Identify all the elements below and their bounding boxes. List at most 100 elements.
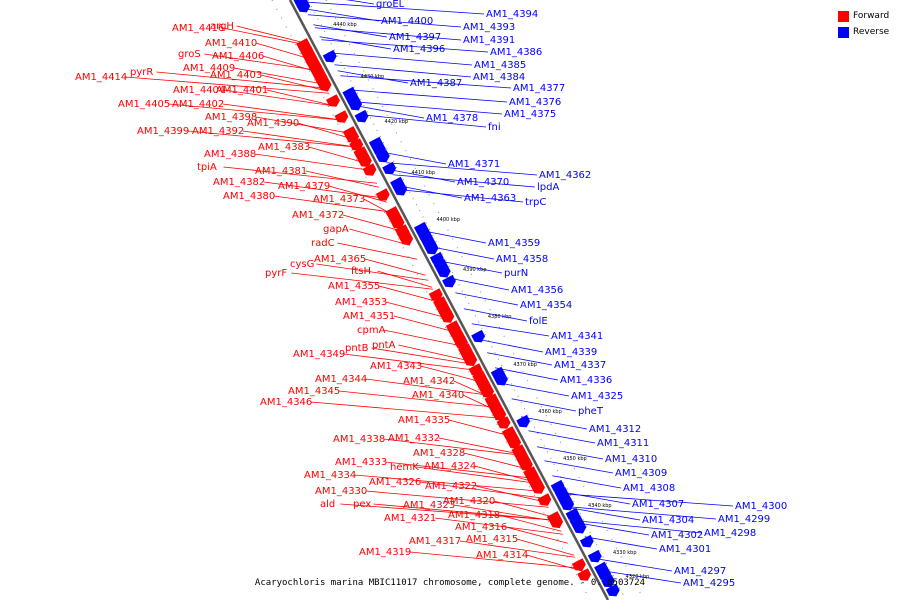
reverse-gene-label: AM1_4385	[474, 60, 526, 71]
forward-gene-label: AM1_4383	[258, 142, 310, 153]
forward-gene-label-leader	[385, 461, 534, 479]
forward-gene-label-leader	[338, 390, 496, 408]
forward-gene-label: tpiA	[197, 162, 217, 173]
forward-gene-block	[440, 310, 455, 323]
reverse-gene-label-leader	[602, 570, 682, 584]
forward-gene-label: AM1_4346	[260, 397, 312, 408]
forward-gene-label: AM1_4340	[412, 390, 464, 401]
forward-gene-label-leader	[222, 103, 344, 121]
reverse-gene-label: AM1_4339	[545, 347, 597, 358]
forward-gene-label: AM1_4314	[476, 550, 528, 561]
reverse-gene-label: trpC	[525, 197, 546, 208]
reverse-gene-label: AM1_4358	[496, 254, 548, 265]
reverse-gene-label: AM1_4400	[381, 16, 433, 27]
forward-gene-block	[537, 493, 552, 506]
legend: Forward Reverse	[838, 8, 889, 40]
forward-gene-label-leader	[316, 263, 429, 281]
forward-gene-label-leader	[310, 401, 502, 419]
forward-gene-label-leader	[377, 270, 433, 288]
forward-gene-label: AM1_4373	[313, 194, 365, 205]
forward-gene-label: AM1_4345	[288, 386, 340, 397]
position-tick-label: 4360 kbp	[538, 409, 562, 415]
forward-gene-block	[396, 228, 414, 246]
forward-gene-label-leader	[342, 214, 403, 232]
reverse-gene-label: AM1_4362	[539, 170, 591, 181]
reverse-gene-label: AM1_4391	[463, 35, 515, 46]
reverse-gene-label-leader	[321, 39, 489, 53]
forward-gene-block	[390, 216, 405, 229]
reverse-gene-label-leader	[400, 189, 524, 203]
reverse-gene-label-leader	[392, 174, 536, 188]
forward-gene-label-leader	[337, 242, 418, 260]
forward-gene-block	[315, 74, 332, 92]
reverse-gene-label-leader	[319, 36, 392, 50]
reverse-gene-label: AM1_4304	[642, 515, 694, 526]
reverse-gene-label-leader	[569, 507, 641, 521]
reverse-gene-label: AM1_4298	[704, 528, 756, 539]
forward-gene-label-leader	[462, 394, 498, 412]
reverse-gene-label-leader	[354, 101, 503, 115]
forward-gene-label-leader	[273, 195, 393, 213]
reverse-gene-label: AM1_4394	[486, 9, 538, 20]
forward-gene-label: AM1_4401	[216, 85, 268, 96]
forward-gene-label: AM1_4355	[328, 281, 380, 292]
forward-gene-label-leader	[187, 130, 358, 148]
forward-gene-label: AM1_4330	[315, 486, 367, 497]
legend-item-forward: Forward	[838, 8, 889, 24]
forward-gene-block	[546, 511, 564, 529]
leader-lines	[125, 0, 734, 584]
position-tick-label: 4420 kbp	[385, 119, 409, 125]
forward-gene-label: AM1_4318	[448, 510, 500, 521]
reverse-gene-label-leader	[568, 506, 717, 520]
forward-gene-label-leader	[266, 89, 337, 107]
forward-gene-label: AM1_4414	[75, 72, 127, 83]
reverse-gene-label: AM1_4336	[560, 375, 612, 386]
forward-gene-label-leader	[305, 170, 380, 188]
forward-gene-label-leader	[168, 103, 344, 121]
reverse-gene-block	[354, 109, 369, 123]
forward-gene-label: AM1_4321	[384, 513, 436, 524]
reverse-gene-label: AM1_4300	[735, 501, 787, 512]
forward-gene-block	[507, 436, 522, 449]
forward-gene-label-leader	[383, 438, 522, 456]
reverse-gene-label-leader	[495, 367, 559, 381]
forward-gene-label: AM1_4349	[293, 349, 345, 360]
forward-gene-label-leader	[416, 466, 536, 484]
forward-gene-label-leader	[378, 285, 441, 303]
forward-gene-label: AM1_4338	[333, 434, 385, 445]
reverse-gene-label-leader	[544, 460, 614, 474]
legend-item-reverse: Reverse	[838, 24, 889, 40]
reverse-gene-block	[382, 161, 397, 175]
forward-gene-label-leader	[262, 55, 319, 73]
forward-gene-label: AM1_4351	[343, 311, 395, 322]
forward-gene-label: AM1_4315	[466, 534, 518, 545]
reverse-gene-label-leader	[345, 0, 375, 5]
forward-gene-label: AM1_4319	[359, 547, 411, 558]
reverse-gene-block	[587, 549, 602, 563]
forward-gene-label: AM1_4317	[409, 536, 461, 547]
forward-gene-block	[461, 349, 478, 367]
forward-gene-label-leader	[363, 198, 395, 216]
forward-gene-label-leader	[222, 27, 304, 45]
legend-label-reverse: Reverse	[853, 27, 890, 37]
reverse-gene-label-leader	[347, 89, 508, 103]
forward-gene-label: AM1_4342	[403, 376, 455, 387]
forward-gene-label: pntB	[345, 343, 369, 354]
reverse-gene-label-leader	[340, 75, 512, 89]
forward-gene-label: cysG	[290, 259, 314, 270]
forward-gene-label-leader	[340, 503, 556, 521]
position-tick-label: 4400 kbp	[436, 217, 460, 223]
forward-gene-label-leader	[223, 166, 377, 184]
reverse-gene-label-leader	[503, 383, 570, 397]
reverse-gene-label: AM1_4386	[490, 47, 542, 58]
reverse-gene-label: AM1_4359	[488, 238, 540, 249]
forward-gene-label: AM1_4334	[304, 470, 356, 481]
reverse-gene-label: AM1_4397	[389, 32, 441, 43]
position-tick-label: 4410 kbp	[412, 170, 436, 176]
backbone-line	[288, 0, 610, 600]
forward-gene-label: pntA	[372, 340, 396, 351]
forward-gene-label-leader	[516, 538, 575, 556]
reverse-gene-label-leader	[314, 27, 462, 41]
